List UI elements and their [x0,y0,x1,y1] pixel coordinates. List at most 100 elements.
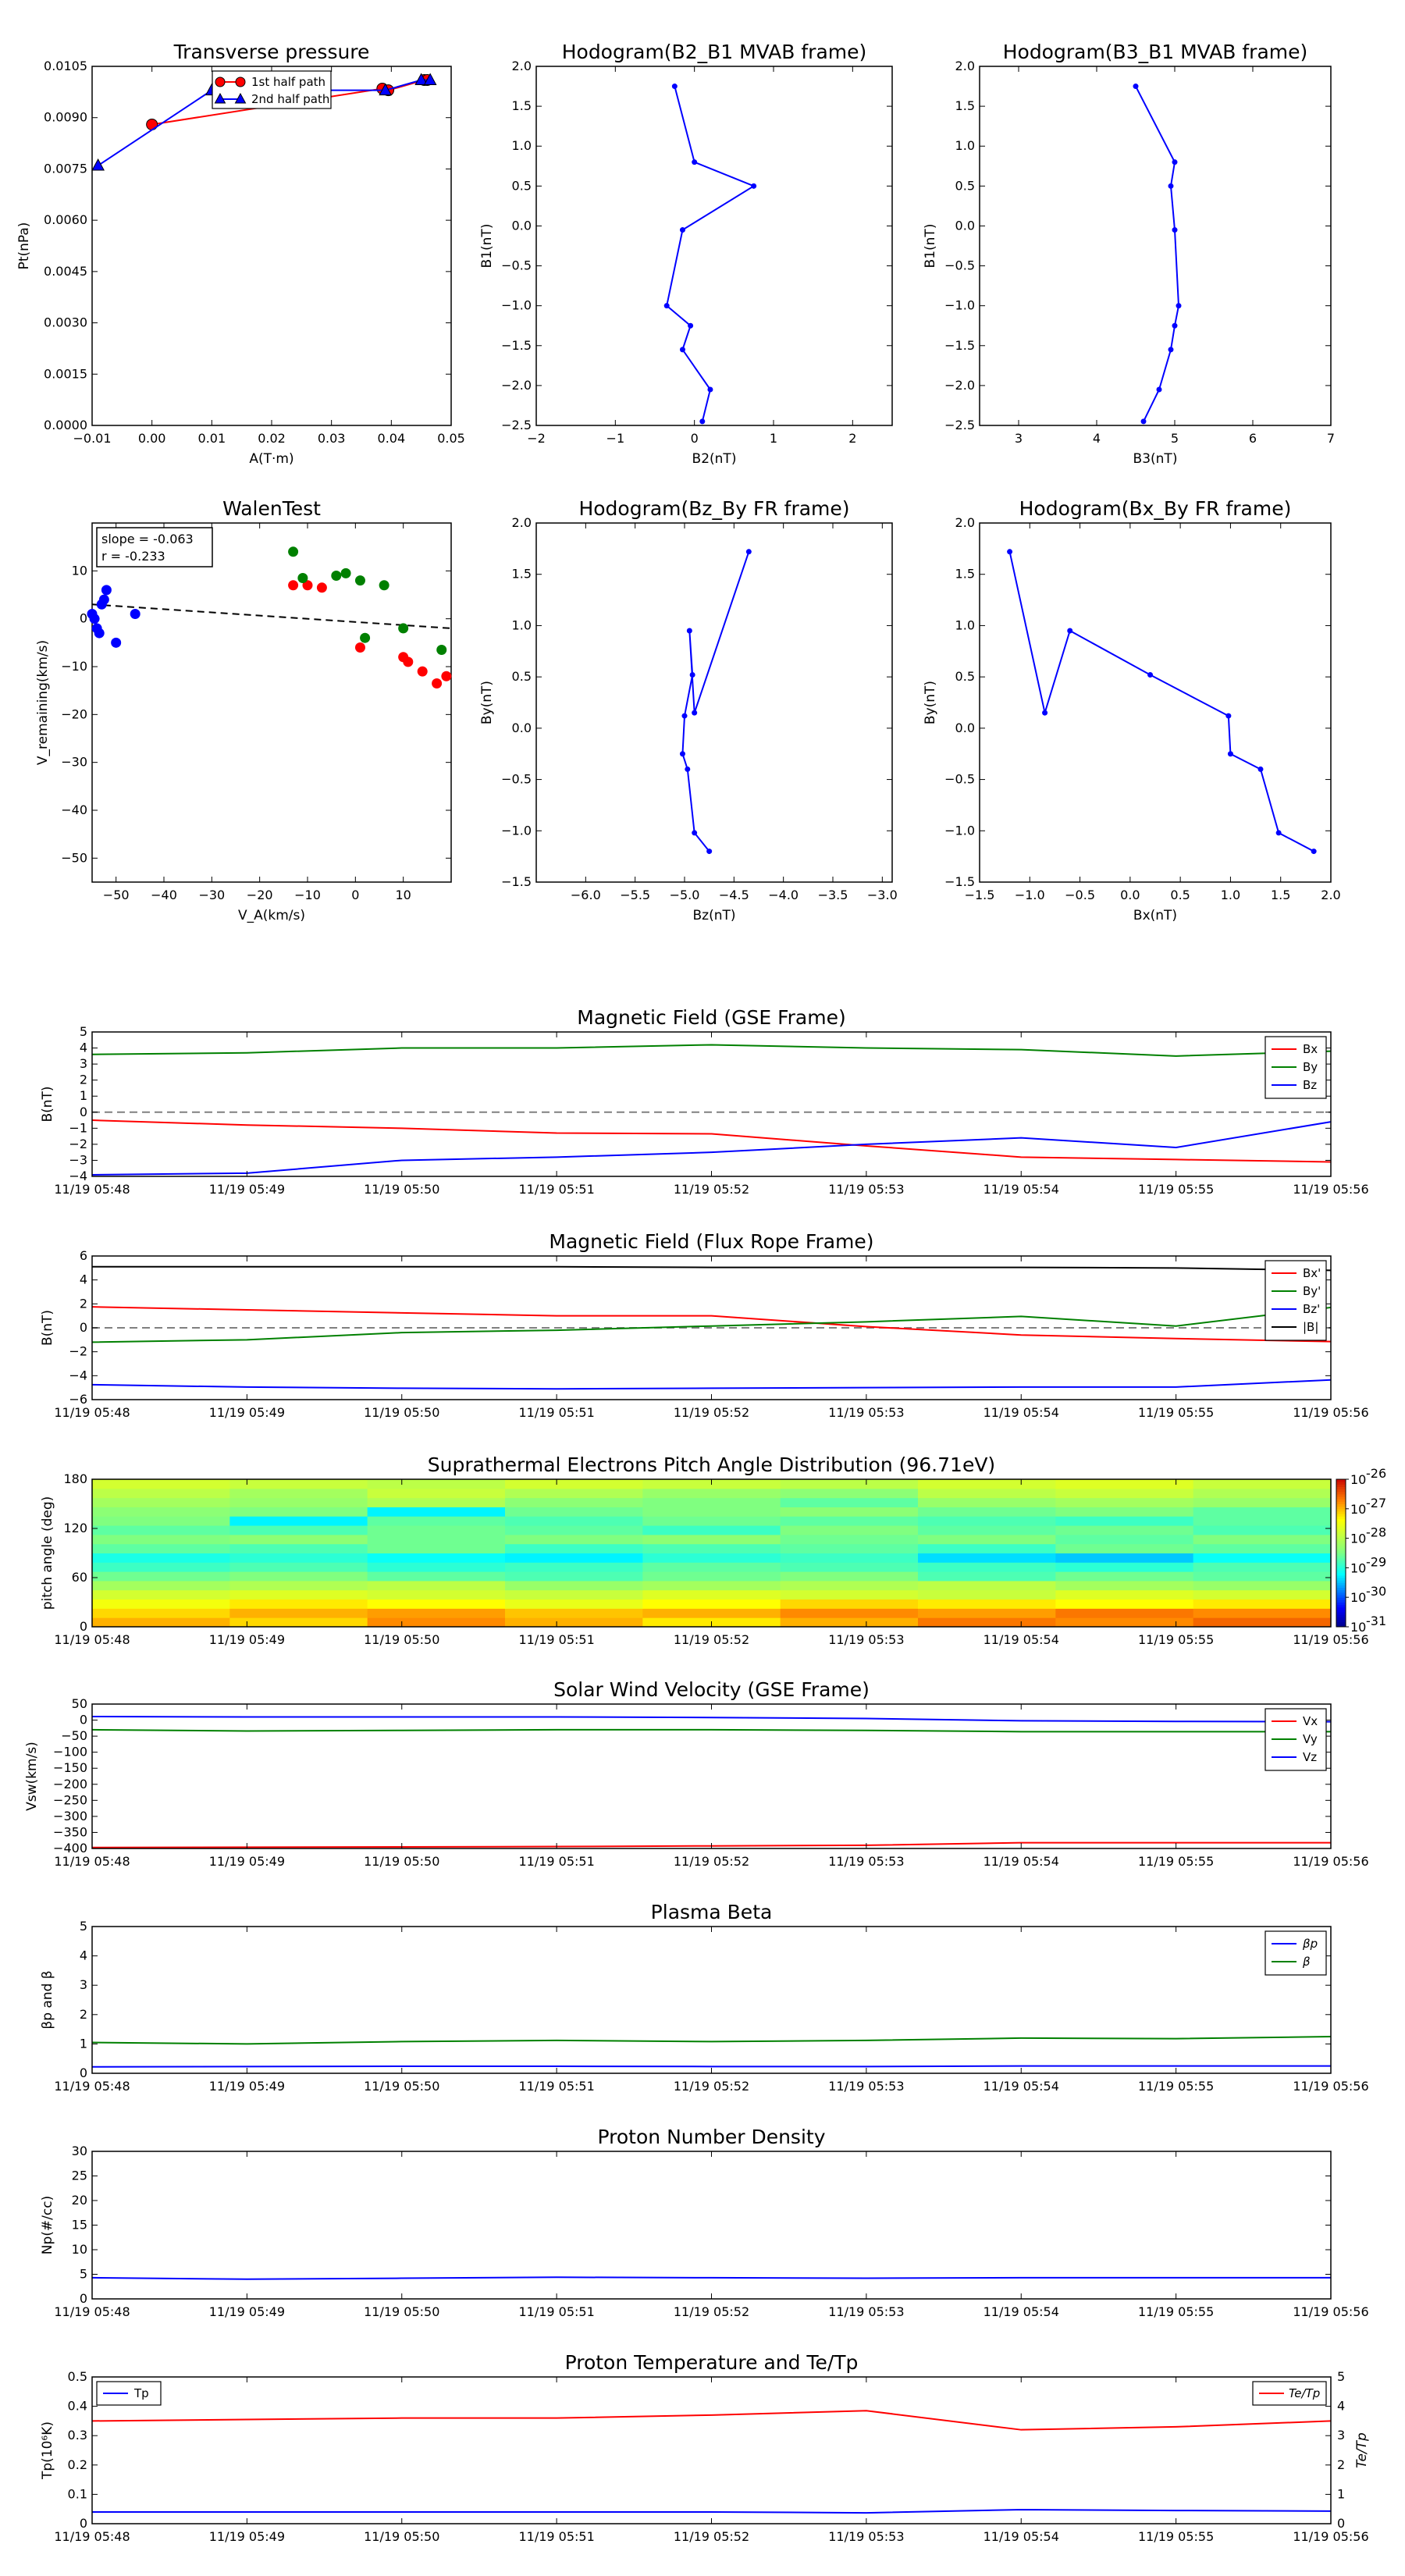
heatmap-cell [1193,1507,1332,1517]
heatmap-cell [229,1617,368,1628]
x-tick-label: 0.04 [378,431,406,446]
colorbar-cell [1336,1486,1346,1490]
y-tick-label: 0 [80,1320,87,1335]
legend-label: Bz' [1303,1302,1320,1316]
colorbar-cell [1336,1612,1346,1615]
x-tick-label: −4.0 [768,888,799,902]
heatmap-cell [367,1507,506,1517]
x-tick-label: 11/19 05:49 [209,2079,285,2094]
colorbar-cell [1336,1550,1346,1553]
heatmap-cell [367,1617,506,1628]
heatmap-cell [1055,1497,1194,1507]
colorbar-cell [1336,1619,1346,1623]
heatmap-cell [92,1562,230,1572]
y-axis-label: Vsw(km/s) [24,1742,40,1811]
heatmap-cell [229,1553,368,1563]
x-tick-label: 11/19 05:53 [828,1854,904,1869]
heatmap-cell [1193,1608,1332,1618]
x-tick-label: 5 [1171,431,1179,446]
heatmap-cell [92,1608,230,1618]
data-point [297,573,308,584]
x-axis-label: B3(nT) [1133,451,1178,467]
heatmap-cell [367,1553,506,1563]
y-tick-label: 0.3 [68,2428,87,2443]
y-tick-label: 4 [80,1272,87,1287]
y2-tick-label: 5 [1337,2369,1345,2384]
data-point [685,766,691,772]
heatmap-cell [780,1562,919,1572]
x-tick-label: 11/19 05:55 [1138,2304,1214,2319]
x-tick-label: 11/19 05:54 [984,1182,1059,1197]
y2-tick-label: 3 [1337,2428,1345,2443]
x-tick-label: 11/19 05:52 [674,1405,749,1420]
heatmap-cell [1193,1497,1332,1507]
heatmap-cell [918,1608,1056,1618]
data-point [432,678,443,688]
y-tick-label: −300 [53,1809,87,1823]
y-tick-label: 3 [80,1056,87,1071]
heatmap-cell [229,1479,368,1489]
x-axis-label: Bx(nT) [1133,908,1177,923]
data-point [1311,849,1317,855]
y-tick-label: 0 [80,611,87,626]
x-tick-label: 11/19 05:51 [518,1182,594,1197]
series-line [91,1728,1331,1733]
x-axis-label: A(T·m) [249,451,293,467]
data-point [699,418,706,425]
plot-background [92,1032,1331,1176]
legend-label: Vy [1303,1732,1318,1746]
y-tick-label: −200 [53,1777,87,1791]
y-tick-label: −1.5 [501,338,532,353]
x-tick-label: 11/19 05:48 [54,1405,130,1420]
x-tick-label: 11/19 05:53 [828,1405,904,1420]
heatmap-cell [92,1488,230,1499]
y-tick-label: −1.5 [944,874,975,889]
data-point [146,118,158,130]
data-point [1275,830,1282,836]
colorbar-cell [1336,1580,1346,1583]
data-point [692,159,698,165]
x-tick-label: 11/19 05:55 [1138,1854,1214,1869]
colorbar-cell [1336,1525,1346,1529]
data-point [354,575,365,586]
legend-label: By [1303,1060,1318,1074]
x-axis-label: B2(nT) [692,451,737,467]
y-tick-label: 1.5 [512,567,532,582]
heatmap-cell [92,1525,230,1535]
heatmap-cell [918,1617,1056,1628]
x-tick-label: −1.5 [965,888,995,902]
y-tick-label: 0 [80,2291,87,2306]
colorbar-cell [1336,1597,1346,1600]
x-tick-label: 11/19 05:50 [364,1182,439,1197]
heatmap-cell [505,1525,643,1535]
colorbar-cell [1336,1578,1346,1581]
y-tick-label: −40 [61,802,87,817]
x-tick-label: 11/19 05:49 [209,1405,285,1420]
colorbar-cell [1336,1548,1346,1551]
heatmap-cell [92,1580,230,1591]
plot-frame [91,66,452,426]
colorbar-cell [1336,1560,1346,1564]
heatmap-cell [229,1580,368,1591]
y-tick-label: −4 [69,1368,87,1382]
x-tick-label: 11/19 05:53 [828,1182,904,1197]
y-tick-label: 0.1 [68,2486,87,2501]
data-point [679,347,685,353]
colorbar-cell [1336,1599,1346,1603]
heatmap-cell [505,1553,643,1563]
colorbar-cell [1336,1574,1346,1578]
data-point [130,609,140,620]
series-line [91,1119,1332,1163]
colorbar-cell [1336,1621,1346,1625]
y-tick-label: 0.0 [512,720,532,735]
x-tick-label: 1.0 [1221,888,1240,902]
heatmap-cell [1055,1571,1194,1582]
y2-tick-label: 0 [1337,2516,1345,2531]
colorbar-tick-base: 10 [1350,1502,1366,1517]
y-axis-label: B1(nT) [479,224,495,269]
heatmap-cell [1193,1516,1332,1526]
x-tick-label: 11/19 05:51 [518,2079,594,2094]
data-point [1147,672,1154,678]
y-tick-label: 25 [72,2169,87,2183]
series-line [91,2276,1331,2280]
